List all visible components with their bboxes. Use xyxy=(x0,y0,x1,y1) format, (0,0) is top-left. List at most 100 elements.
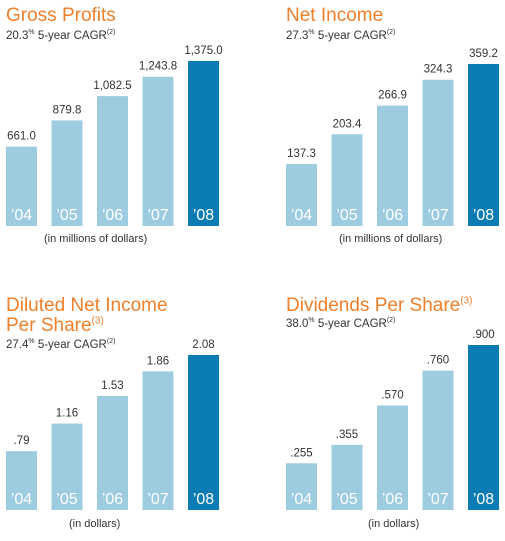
bar-1 xyxy=(331,134,363,226)
dividends-caption: (in dollars) xyxy=(368,518,419,530)
category-label-1: ’05 xyxy=(336,491,357,508)
category-label-1: ’05 xyxy=(56,207,77,224)
diluted-eps-title: Diluted Net Income Per Share(3) xyxy=(6,296,168,336)
data-label-2: 1,082.5 xyxy=(93,80,131,92)
bar-4 xyxy=(468,345,499,510)
data-label-1: 203.4 xyxy=(333,118,362,130)
category-label-3: ’07 xyxy=(147,491,168,508)
cagr-value: 27.3 xyxy=(286,30,309,42)
net-income-subtitle: 27.3% 5-year CAGR(2) xyxy=(286,29,396,42)
data-label-0: 661.0 xyxy=(7,131,36,143)
data-label-0: .79 xyxy=(14,435,30,447)
chart-title-line2: Per Share xyxy=(6,315,92,336)
chart-title: Diluted Net Income xyxy=(6,295,168,316)
category-label-2: ’06 xyxy=(102,491,123,508)
category-label-4: ’08 xyxy=(193,491,214,508)
bar-3 xyxy=(422,79,454,226)
category-label-4: ’08 xyxy=(193,207,214,224)
data-label-4: .900 xyxy=(472,329,494,341)
percent-sign: % xyxy=(28,29,35,37)
chart-title: Gross Profits xyxy=(6,5,116,26)
bar-4 xyxy=(188,355,219,510)
diluted-eps-subtitle: 27.4% 5-year CAGR(2) xyxy=(6,338,116,351)
bar-2 xyxy=(377,105,408,226)
category-label-3: ’07 xyxy=(427,491,448,508)
bar-2 xyxy=(97,395,128,510)
data-label-3: 324.3 xyxy=(424,64,453,76)
dividends-title: Dividends Per Share(3) xyxy=(286,296,473,316)
cagr-text: 5-year CAGR xyxy=(314,30,387,42)
data-label-3: 1.86 xyxy=(147,355,169,367)
net-income-title: Net Income xyxy=(286,6,383,26)
percent-sign: % xyxy=(308,29,315,37)
bar-3 xyxy=(142,371,174,510)
bar-3 xyxy=(142,76,174,226)
footnote-ref: (2) xyxy=(106,338,116,346)
footnote-ref: (2) xyxy=(106,29,116,37)
gross-profits-title: Gross Profits xyxy=(6,6,116,26)
bar-0 xyxy=(6,451,37,510)
x-axis-label: (in dollars) xyxy=(69,518,121,530)
bar-4 xyxy=(468,64,499,226)
data-label-0: 137.3 xyxy=(287,148,316,160)
bar-1 xyxy=(331,444,363,510)
bar-1 xyxy=(51,120,83,226)
cagr-text: 5-year CAGR xyxy=(314,318,387,330)
category-label-4: ’08 xyxy=(473,207,494,224)
category-label-3: ’07 xyxy=(427,207,448,224)
x-axis-label: (in dollars) xyxy=(368,518,420,530)
bar-0 xyxy=(6,146,37,226)
data-label-4: 1,375.0 xyxy=(184,45,222,57)
gross-profits-caption: (in millions of dollars) xyxy=(44,233,147,245)
net-income-caption: (in millions of dollars) xyxy=(339,233,442,245)
data-label-1: 879.8 xyxy=(53,104,82,116)
bar-2 xyxy=(377,405,408,510)
gross-profits-subtitle: 20.3% 5-year CAGR(2) xyxy=(6,29,116,42)
x-axis-label: (in millions of dollars) xyxy=(339,233,443,245)
bar-3 xyxy=(422,370,454,510)
category-label-0: ’04 xyxy=(291,491,312,508)
bar-2 xyxy=(97,96,128,226)
data-label-0: .255 xyxy=(290,447,312,459)
bar-4 xyxy=(188,61,219,226)
footnote-ref: (3) xyxy=(91,315,104,327)
category-label-2: ’06 xyxy=(102,207,123,224)
cagr-text: 5-year CAGR xyxy=(34,339,107,351)
percent-sign: % xyxy=(28,338,35,346)
cagr-value: 38.0 xyxy=(286,318,309,330)
diluted-eps-caption: (in dollars) xyxy=(69,518,120,530)
data-label-1: .355 xyxy=(336,429,358,441)
footnote-ref: (2) xyxy=(386,317,396,325)
data-label-2: 266.9 xyxy=(378,90,407,102)
dividends-subtitle: 38.0% 5-year CAGR(2) xyxy=(286,317,396,330)
category-label-1: ’05 xyxy=(56,491,77,508)
category-label-0: ’04 xyxy=(11,207,32,224)
cagr-value: 27.4 xyxy=(6,339,29,351)
cagr-text: 5-year CAGR xyxy=(34,30,107,42)
category-label-3: ’07 xyxy=(147,207,168,224)
category-label-2: ’06 xyxy=(382,207,403,224)
chart-title: Net Income xyxy=(286,5,384,26)
category-label-2: ’06 xyxy=(382,491,403,508)
data-label-3: .760 xyxy=(427,355,449,367)
data-label-2: 1.53 xyxy=(101,380,123,392)
bar-0 xyxy=(286,164,317,226)
x-axis-label: (in millions of dollars) xyxy=(44,233,148,245)
category-label-4: ’08 xyxy=(473,491,494,508)
category-label-1: ’05 xyxy=(336,207,357,224)
footnote-ref: (2) xyxy=(386,29,396,37)
bar-0 xyxy=(286,463,317,510)
data-label-1: 1.16 xyxy=(56,408,78,420)
footnote-ref: (3) xyxy=(460,295,473,307)
chart-title: Dividends Per Share xyxy=(286,295,461,316)
data-label-2: .570 xyxy=(381,390,403,402)
category-label-0: ’04 xyxy=(11,491,32,508)
bar-1 xyxy=(51,423,83,510)
percent-sign: % xyxy=(308,317,315,325)
data-label-4: 359.2 xyxy=(469,48,498,60)
category-label-0: ’04 xyxy=(291,207,312,224)
data-label-3: 1,243.8 xyxy=(139,61,177,73)
